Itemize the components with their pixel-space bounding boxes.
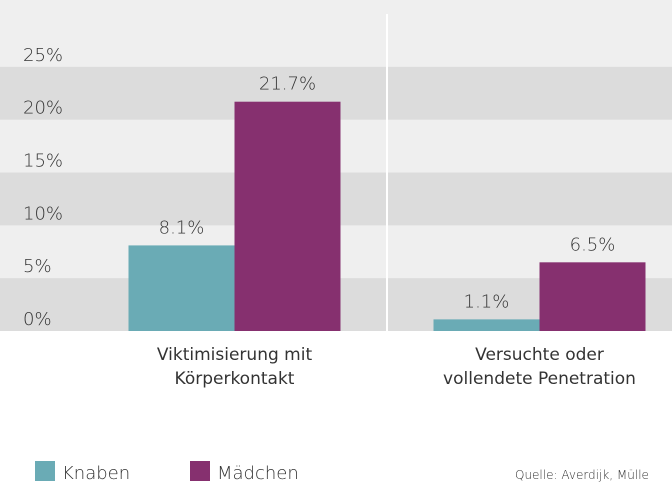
bar — [128, 245, 235, 331]
bar — [539, 262, 646, 331]
x-tick-label: Versuchte oder vollendete Penetration — [443, 345, 636, 389]
y-tick-label: 25% — [23, 45, 63, 66]
bar — [433, 319, 540, 331]
y-tick-label: 5% — [23, 256, 52, 277]
value-label: 21.7% — [259, 74, 316, 95]
legend-swatch — [190, 461, 210, 481]
source-note: Quelle: Averdijk, Mülle — [515, 468, 649, 482]
legend-swatch — [35, 461, 55, 481]
x-tick-label: Viktimisierung mit Körperkontakt — [156, 345, 313, 389]
y-tick-label: 20% — [23, 98, 63, 119]
value-label: 6.5% — [570, 234, 616, 255]
legend-label: Mädchen — [217, 463, 299, 484]
y-tick-label: 10% — [23, 203, 63, 224]
value-label: 8.1% — [159, 217, 205, 238]
y-tick-label: 15% — [23, 151, 63, 172]
y-tick-label: 0% — [23, 309, 52, 330]
legend-label: Knaben — [62, 463, 130, 484]
bar — [234, 101, 341, 331]
value-label: 1.1% — [464, 291, 510, 312]
